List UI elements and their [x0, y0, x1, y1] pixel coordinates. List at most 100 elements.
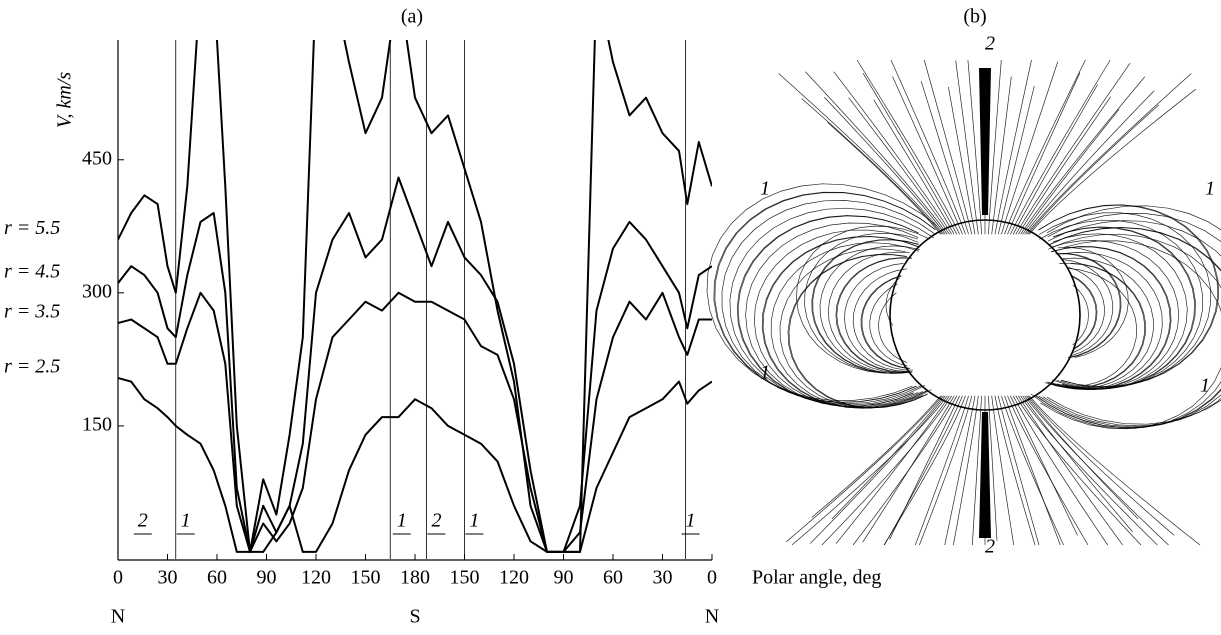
region-annotation: 2: [431, 510, 441, 532]
region-annotation: 1: [686, 510, 696, 532]
chart-title: (a): [401, 6, 423, 28]
field-line: [1038, 212, 1212, 389]
field-line: [796, 225, 931, 374]
series-line: [118, 176, 712, 553]
x-tick-label: 120: [499, 567, 529, 589]
series-label: r = 3.5: [4, 301, 60, 323]
series-line: [118, 40, 712, 553]
field-line: [1038, 204, 1220, 388]
field-line: [852, 268, 914, 371]
field-line: [1007, 72, 1081, 235]
field-line: [819, 245, 920, 374]
series-line: [118, 291, 712, 553]
field-line: [811, 239, 919, 374]
field-line: [827, 251, 910, 373]
field-line: [786, 395, 943, 542]
field-line: [835, 257, 912, 373]
field-line: [1022, 395, 1133, 533]
field-line: [991, 76, 1012, 235]
field-line: [1015, 395, 1142, 546]
field-line: [779, 248, 923, 409]
y-tick-label: 150: [82, 414, 112, 436]
panel-title: (b): [963, 6, 986, 28]
field-line: [791, 395, 948, 546]
field-line: [861, 275, 910, 369]
field-line: [1020, 395, 1158, 546]
field-line: [1020, 76, 1146, 235]
current-sheet-top: [979, 68, 991, 215]
field-line: [997, 85, 1035, 235]
field-line: [1024, 90, 1155, 235]
region-annotation: 1: [469, 510, 479, 532]
x-tick-label: 60: [603, 567, 623, 589]
field-label: 1: [760, 362, 770, 384]
series-line: [118, 377, 712, 553]
x-tick-label: 180: [400, 567, 430, 589]
field-line: [953, 395, 979, 546]
field-line: [878, 292, 908, 363]
field-line: [762, 236, 928, 409]
y-tick-label: 300: [82, 280, 112, 302]
region-label: N: [111, 606, 125, 628]
field-line: [1046, 246, 1171, 390]
field-line: [1018, 395, 1123, 546]
x-axis-label: Polar angle, deg: [752, 567, 881, 589]
field-line: [919, 395, 973, 546]
field-line: [914, 395, 969, 546]
field-line: [1038, 220, 1221, 428]
region-annotation: 1: [397, 510, 407, 532]
field-line: [1055, 253, 1122, 359]
field-line: [1050, 268, 1138, 387]
series-label: r = 4.5: [4, 261, 60, 283]
region-annotation: 2: [138, 510, 148, 532]
field-line: [994, 395, 1036, 546]
series-label: r = 5.5: [4, 217, 60, 239]
x-tick-label: 120: [301, 567, 331, 589]
field-line: [706, 183, 937, 401]
field-line: [991, 395, 1015, 546]
field-line: [821, 395, 952, 546]
field-line: [827, 122, 941, 235]
field-line: [1010, 59, 1111, 235]
field-line: [836, 257, 913, 373]
field-line: [923, 59, 973, 235]
field-line: [967, 59, 982, 235]
field-line: [1056, 263, 1145, 388]
field-line: [1004, 59, 1086, 235]
field-line: [729, 207, 934, 406]
field-line: [869, 283, 908, 367]
x-tick-label: 150: [450, 567, 480, 589]
x-tick-label: 30: [158, 567, 178, 589]
field-label: 2: [985, 536, 995, 558]
field-line: [848, 97, 950, 235]
field-line: [1027, 104, 1160, 235]
region-label: N: [705, 606, 719, 628]
field-line: [809, 395, 946, 544]
field-line: [1067, 266, 1105, 353]
field-line: [1026, 73, 1192, 235]
field-line: [1007, 395, 1089, 546]
x-tick-label: 30: [653, 567, 673, 589]
field-line: [948, 87, 976, 235]
field-line: [892, 76, 963, 235]
y-tick-label: 450: [82, 147, 112, 169]
field-label: 1: [1200, 375, 1210, 397]
field-line: [997, 395, 1040, 546]
field-line: [721, 200, 935, 405]
field-line: [988, 59, 1002, 235]
field-label: 1: [760, 178, 770, 200]
field-line: [873, 99, 955, 235]
field-line: [1010, 395, 1078, 536]
field-line: [944, 395, 976, 546]
field-line: [804, 232, 918, 374]
field-line: [737, 215, 919, 407]
field-line: [824, 97, 946, 235]
field-line: [1038, 204, 1219, 387]
field-line: [955, 60, 979, 235]
field-line: [1034, 226, 1221, 429]
field-line: [1018, 96, 1111, 235]
field-line: [1027, 395, 1175, 536]
field-line: [1042, 213, 1221, 427]
field-line: [844, 263, 907, 372]
